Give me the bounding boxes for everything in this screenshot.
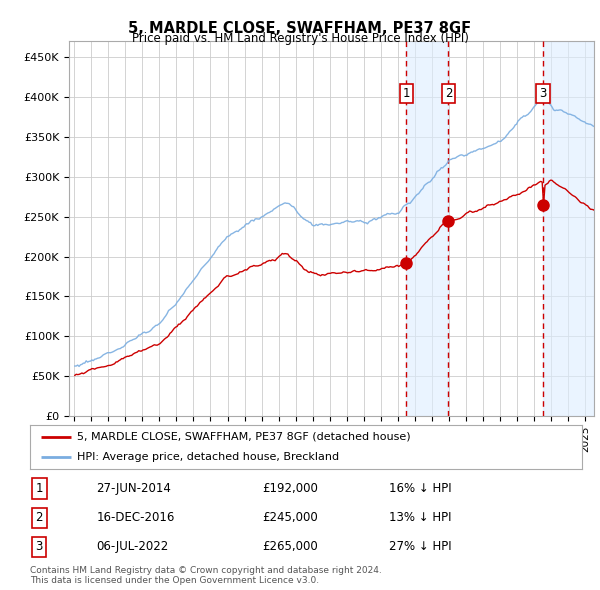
Text: 2: 2 [35,511,43,525]
Text: £265,000: £265,000 [262,540,317,553]
Text: Contains HM Land Registry data © Crown copyright and database right 2024.: Contains HM Land Registry data © Crown c… [30,566,382,575]
Text: 06-JUL-2022: 06-JUL-2022 [96,540,169,553]
Text: 16-DEC-2016: 16-DEC-2016 [96,511,175,525]
Text: Price paid vs. HM Land Registry's House Price Index (HPI): Price paid vs. HM Land Registry's House … [131,32,469,45]
Text: 1: 1 [35,482,43,495]
Text: 1: 1 [403,87,410,100]
Text: 3: 3 [539,87,547,100]
Text: 13% ↓ HPI: 13% ↓ HPI [389,511,451,525]
Bar [406,41,448,416]
Text: 27% ↓ HPI: 27% ↓ HPI [389,540,451,553]
Text: 16% ↓ HPI: 16% ↓ HPI [389,482,451,495]
Text: 27-JUN-2014: 27-JUN-2014 [96,482,171,495]
Text: 2: 2 [445,87,452,100]
Text: 3: 3 [35,540,43,553]
Bar [543,41,594,416]
Text: 5, MARDLE CLOSE, SWAFFHAM, PE37 8GF: 5, MARDLE CLOSE, SWAFFHAM, PE37 8GF [128,21,472,35]
Text: £192,000: £192,000 [262,482,318,495]
Text: HPI: Average price, detached house, Breckland: HPI: Average price, detached house, Brec… [77,452,339,462]
Text: This data is licensed under the Open Government Licence v3.0.: This data is licensed under the Open Gov… [30,576,319,585]
Text: 5, MARDLE CLOSE, SWAFFHAM, PE37 8GF (detached house): 5, MARDLE CLOSE, SWAFFHAM, PE37 8GF (det… [77,432,410,442]
Text: £245,000: £245,000 [262,511,317,525]
